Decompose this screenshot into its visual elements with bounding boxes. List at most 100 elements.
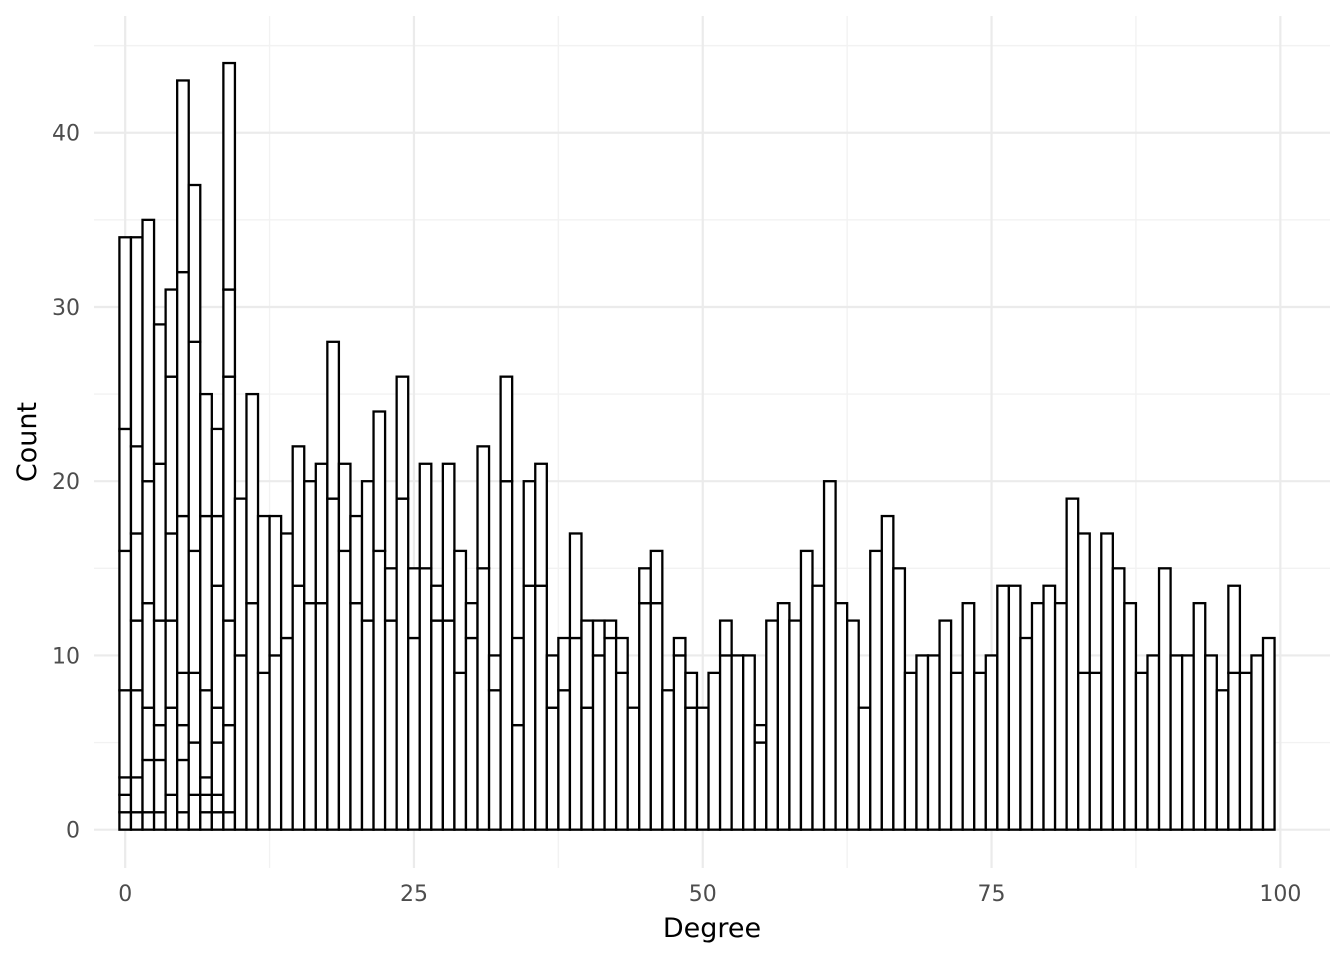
histogram-bar (430, 619, 445, 831)
histogram-bar (1204, 654, 1218, 831)
histogram-bar (649, 602, 664, 831)
histogram-bar (222, 723, 237, 814)
histogram-bar (383, 619, 398, 831)
histogram-bar (1077, 532, 1091, 675)
histogram-bar (407, 636, 421, 831)
histogram-bar (291, 445, 306, 587)
histogram-bar (476, 567, 491, 831)
histogram-bar (649, 549, 664, 605)
histogram-bar (430, 584, 445, 622)
histogram-bar (210, 514, 225, 587)
histogram-bar (892, 567, 907, 831)
histogram-bar (996, 584, 1011, 831)
histogram-bar (279, 636, 294, 831)
histogram-bar (938, 619, 953, 831)
histogram-bar (661, 689, 676, 831)
histogram-bar (176, 758, 190, 814)
histogram-bar (1111, 567, 1126, 831)
y-axis-tick-labels: 0 10 20 30 40 (52, 122, 80, 844)
histogram-bar (961, 602, 976, 831)
histogram-bar (1042, 584, 1057, 831)
histogram-bar (1088, 671, 1103, 831)
histogram-bar (973, 671, 987, 831)
histogram-bar (1250, 654, 1265, 831)
histogram-bar (1227, 671, 1242, 831)
histogram-bar (395, 375, 410, 500)
histogram-bar (464, 602, 479, 640)
histogram-bar (1019, 636, 1034, 831)
x-tick-label: 100 (1259, 882, 1301, 907)
histogram-bar (222, 619, 237, 727)
histogram-bar (129, 811, 144, 831)
y-tick-label: 0 (66, 819, 80, 844)
histogram-bar (187, 671, 202, 744)
histogram-bar (1053, 602, 1068, 831)
histogram-bar (152, 758, 167, 814)
histogram-bar (811, 584, 826, 831)
histogram-bar (349, 602, 364, 831)
histogram-bar (557, 689, 572, 831)
histogram-bar (1134, 671, 1149, 831)
histogram-bar (164, 706, 179, 796)
histogram-bar (638, 567, 652, 605)
histogram-bar (1065, 497, 1080, 831)
histogram-bar (210, 811, 225, 831)
histogram-bar (903, 671, 918, 831)
histogram-bar (129, 689, 144, 779)
histogram-bar (152, 723, 167, 762)
histogram-bar (152, 619, 167, 727)
histogram-bar (730, 654, 745, 831)
histogram-bar (129, 776, 144, 814)
histogram-bar (268, 514, 283, 657)
histogram-bar (176, 514, 190, 675)
histogram-bar (1123, 602, 1138, 831)
histogram-bar (499, 375, 514, 483)
histogram-bar (291, 584, 306, 831)
histogram-bar (626, 706, 641, 831)
histogram-bar (718, 654, 733, 831)
histogram-bar (199, 689, 213, 779)
histogram-bar (164, 619, 179, 709)
x-tick-label: 25 (400, 882, 428, 907)
histogram-bar (418, 567, 433, 831)
histogram-bar (176, 270, 190, 518)
histogram-bar (210, 706, 225, 744)
histogram-bar (164, 288, 179, 378)
histogram-bar (1146, 654, 1161, 831)
histogram-bar (256, 514, 271, 675)
x-axis-tick-labels: 0 25 50 75 100 (118, 882, 1301, 907)
histogram-bar (1169, 654, 1184, 831)
histogram-bar (614, 671, 629, 831)
histogram-bar (141, 218, 156, 483)
histogram-bar (187, 793, 202, 831)
histogram-bar (164, 532, 179, 622)
histogram-bar (164, 375, 179, 535)
histogram-bar (534, 584, 548, 831)
histogram-bar (591, 654, 606, 831)
histogram-bar (603, 619, 618, 640)
histogram-bar (718, 619, 733, 657)
histogram-bar (511, 723, 525, 831)
histogram-bar (672, 654, 687, 831)
histogram-bar (407, 567, 421, 640)
histogram-bar (568, 636, 583, 831)
histogram-bar (210, 741, 225, 796)
histogram-bar (603, 636, 618, 831)
histogram-bar (164, 793, 179, 831)
histogram-bar (245, 602, 260, 831)
histogram-bar (360, 480, 375, 622)
histogram-bar (245, 392, 260, 605)
histogram-bar (372, 549, 387, 831)
histogram-bar (187, 549, 202, 675)
histogram-bar (1180, 654, 1195, 831)
histogram-bar (129, 236, 144, 448)
histogram-bar (453, 549, 468, 675)
histogram-bar (141, 758, 156, 814)
histogram-bar (522, 480, 537, 587)
histogram-bar (776, 602, 791, 831)
histogram-bar (557, 636, 572, 692)
histogram-bar (846, 619, 860, 831)
histogram-bar (152, 323, 167, 465)
histogram-bar (141, 811, 156, 831)
